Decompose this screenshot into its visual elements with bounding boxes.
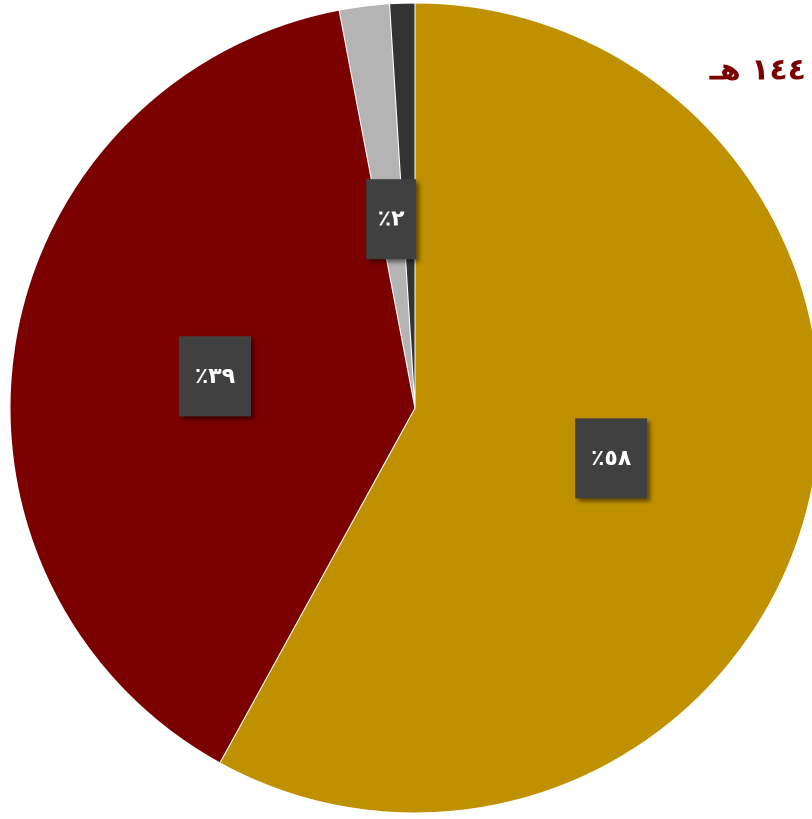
data-label-box bbox=[178, 336, 251, 417]
pie-slice bbox=[219, 2, 812, 814]
data-label: ٪٣٩ bbox=[195, 364, 235, 389]
data-label-box bbox=[366, 179, 417, 260]
chart-title: ١٤٤ هـ bbox=[709, 53, 806, 88]
data-label: ٪٥٨ bbox=[591, 446, 632, 471]
data-label: ٪٢ bbox=[378, 207, 405, 232]
data-label-box bbox=[575, 418, 648, 499]
data-labels: ٪٥٨ ٪٣٩ ٪٢ bbox=[178, 179, 648, 499]
pie bbox=[9, 2, 812, 814]
